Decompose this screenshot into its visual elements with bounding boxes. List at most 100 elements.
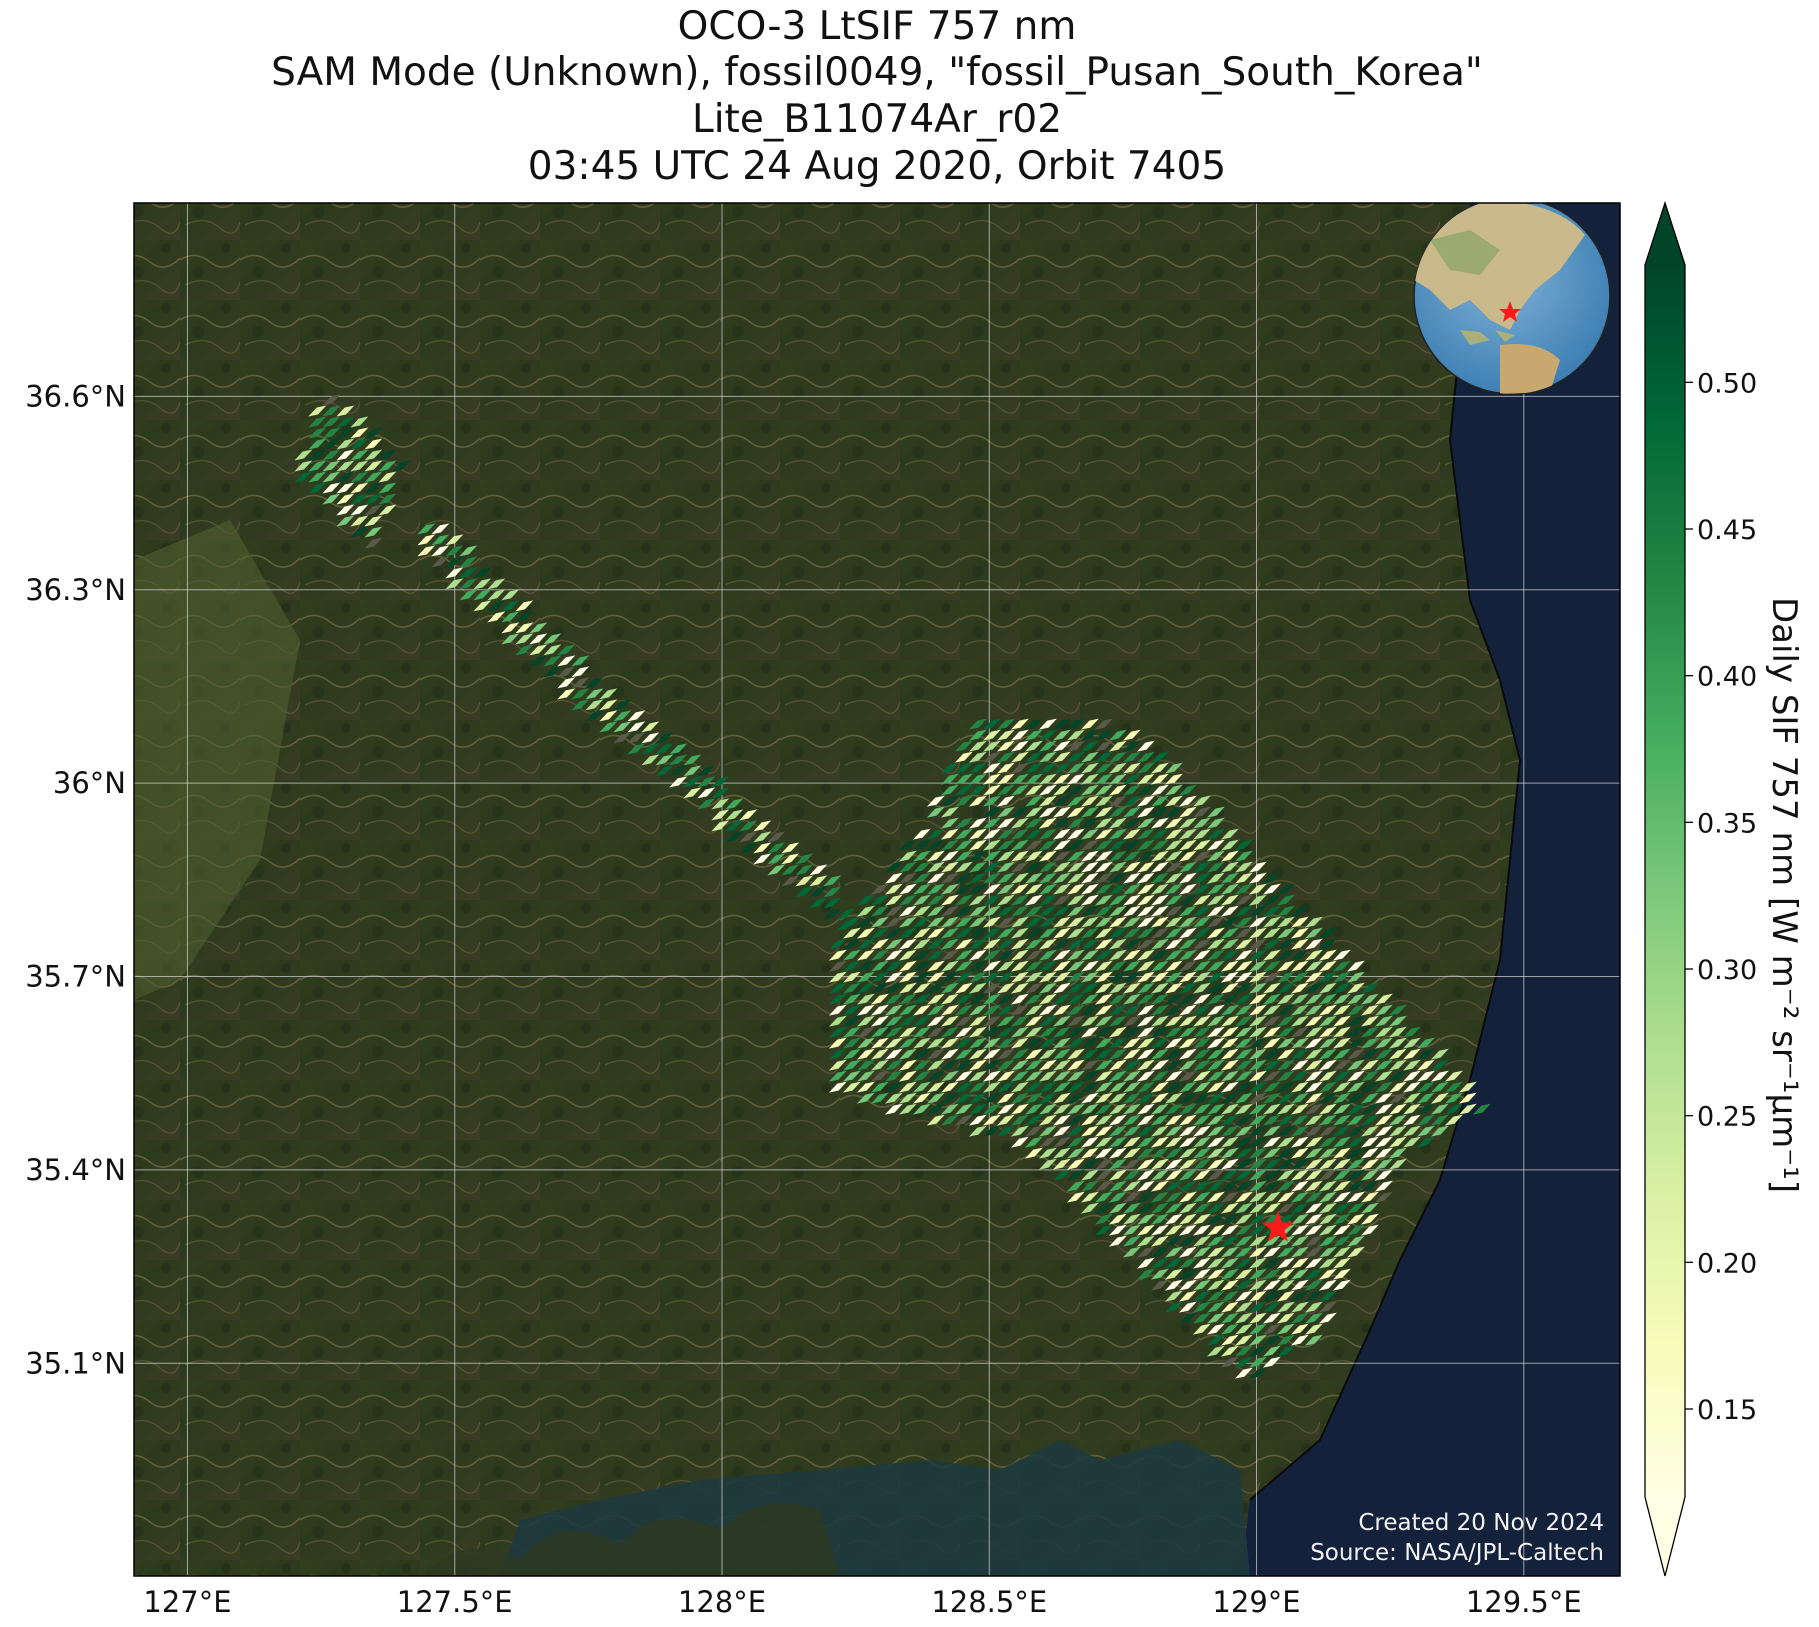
sif-footprint: [884, 916, 903, 928]
sif-footprint: [828, 1026, 847, 1038]
sif-footprint: [1290, 938, 1309, 950]
sif-footprint: [1108, 806, 1127, 818]
sif-footprint: [1276, 1202, 1295, 1214]
sif-footprint: [1052, 1092, 1071, 1104]
sif-footprint: [1080, 872, 1099, 884]
sif-footprint: [1066, 784, 1085, 796]
sif-footprint: [1024, 938, 1043, 950]
sif-footprint: [1066, 1180, 1085, 1192]
sif-footprint: [739, 842, 758, 854]
sif-footprint: [1024, 740, 1043, 752]
sif-footprint: [1304, 1158, 1323, 1170]
sif-footprint: [940, 762, 959, 774]
title-line-1: OCO-3 LtSIF 757 nm: [677, 4, 1077, 49]
sif-footprint: [940, 795, 959, 807]
sif-footprint: [1332, 1268, 1351, 1280]
sif-footprint: [1178, 1026, 1197, 1038]
sif-footprint: [781, 864, 800, 876]
sif-footprint: [912, 927, 931, 939]
sif-footprint: [1066, 1092, 1085, 1104]
title-line-2: SAM Mode (Unknown), fossil0049, "fossil_…: [271, 50, 1483, 95]
sif-footprint: [599, 721, 618, 733]
sif-footprint: [898, 1070, 917, 1082]
sif-footprint: [1220, 1301, 1239, 1313]
sif-footprint: [1346, 1169, 1365, 1181]
sif-footprint: [1010, 1103, 1029, 1115]
sif-footprint: [1164, 1103, 1183, 1115]
star-icon: [1261, 1210, 1295, 1242]
sif-footprint: [898, 916, 917, 928]
sif-footprint: [1304, 971, 1323, 983]
sif-footprint: [308, 449, 327, 461]
sif-footprint: [1318, 1191, 1337, 1203]
sif-footprint: [1192, 1059, 1211, 1071]
sif-footprint: [1206, 1004, 1225, 1016]
sif-footprint: [1206, 971, 1225, 983]
sif-footprint: [1388, 1114, 1407, 1126]
sif-footprint: [1220, 1147, 1239, 1159]
sif-footprint: [1108, 883, 1127, 895]
sif-footprint: [1038, 927, 1057, 939]
sif-footprint: [1066, 938, 1085, 950]
sif-footprint: [1164, 1048, 1183, 1060]
sif-footprint: [1122, 883, 1141, 895]
sif-footprint: [842, 1081, 861, 1093]
sif-footprint: [1136, 806, 1155, 818]
sif-footprint: [1122, 1213, 1141, 1225]
sif-footprint: [954, 971, 973, 983]
sif-footprint: [1010, 872, 1029, 884]
sif-footprint: [1178, 1268, 1197, 1280]
sif-footprint: [1332, 1246, 1351, 1258]
sif-footprint: [1136, 1103, 1155, 1115]
sif-footprint: [884, 1070, 903, 1082]
sif-footprint: [1010, 740, 1029, 752]
sif-footprint: [968, 872, 987, 884]
sif-footprint: [1290, 1136, 1309, 1148]
sif-footprint: [1374, 993, 1393, 1005]
sif-footprint: [1220, 1059, 1239, 1071]
sif-footprint: [1402, 1114, 1421, 1126]
sif-footprint: [322, 460, 341, 472]
sif-footprint: [1094, 949, 1113, 961]
sif-footprint: [1080, 1180, 1099, 1192]
sif-footprint: [641, 732, 660, 744]
sif-footprint: [445, 556, 464, 568]
sif-footprint: [1388, 1015, 1407, 1027]
sif-footprint: [1038, 1147, 1057, 1159]
sif-footprint: [1360, 1213, 1379, 1225]
sif-footprint: [1038, 1048, 1057, 1060]
sif-footprint: [350, 493, 369, 505]
sif-footprint: [1122, 1070, 1141, 1082]
sif-footprint: [1150, 773, 1169, 785]
sif-footprint: [1318, 1213, 1337, 1225]
sif-footprint: [1234, 1081, 1253, 1093]
sif-footprint: [912, 993, 931, 1005]
sif-footprint: [982, 894, 1001, 906]
sif-footprint: [940, 817, 959, 829]
sif-footprint: [1052, 971, 1071, 983]
sif-footprint: [1318, 1125, 1337, 1137]
sif-footprint: [1346, 1246, 1365, 1258]
sif-footprint: [1080, 1037, 1099, 1049]
sif-footprint: [1136, 993, 1155, 1005]
sif-footprint: [1416, 1136, 1435, 1148]
colorbar: 0.150.200.250.300.350.400.450.50 Daily S…: [1644, 200, 1804, 1577]
sif-footprint: [1290, 993, 1309, 1005]
sif-footprint: [1290, 1015, 1309, 1027]
sif-footprint: [336, 405, 355, 417]
sif-footprint: [1234, 1070, 1253, 1082]
sif-footprint: [926, 927, 945, 939]
sif-footprint: [1248, 1136, 1267, 1148]
sif-footprint: [1318, 971, 1337, 983]
colorbar-ticks: 0.150.200.250.300.350.400.450.50: [1685, 368, 1757, 1426]
sif-footprint: [1220, 883, 1239, 895]
sif-footprint: [1276, 1191, 1295, 1203]
sif-footprint: [1164, 1224, 1183, 1236]
sif-footprint: [1234, 1169, 1253, 1181]
sif-footprint: [1332, 1213, 1351, 1225]
sif-footprint: [954, 960, 973, 972]
sif-footprint: [898, 1048, 917, 1060]
sif-footprint: [1220, 850, 1239, 862]
sif-footprint: [1150, 916, 1169, 928]
sif-footprint: [842, 1059, 861, 1071]
